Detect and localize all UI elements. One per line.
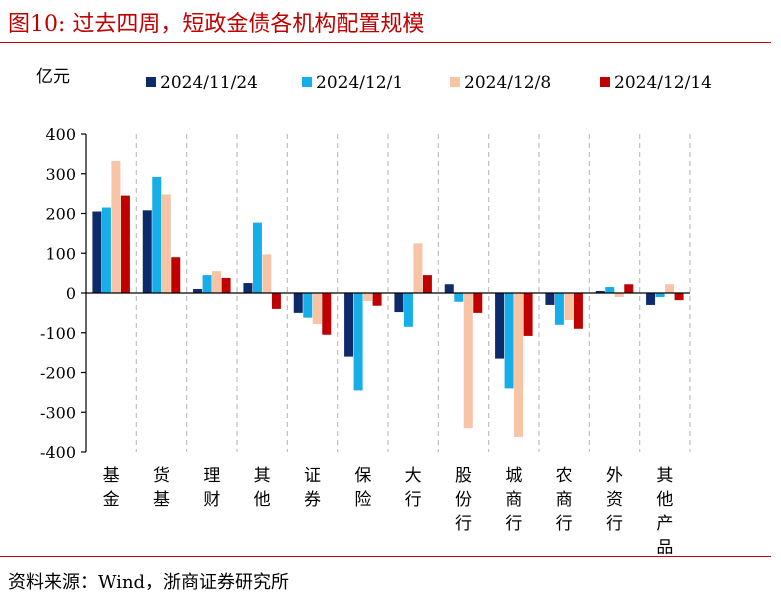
bar xyxy=(523,293,533,336)
bar xyxy=(271,293,281,309)
x-tick-label: 理财 xyxy=(203,466,220,510)
header-rule xyxy=(0,42,771,43)
x-tick-label: 基金 xyxy=(103,466,120,510)
legend-label: 2024/11/24 xyxy=(160,73,258,93)
x-tick-label: 股份行 xyxy=(455,466,472,534)
bar xyxy=(394,293,404,313)
figure-title: 图10: 过去四周，短政金债各机构配置规模 xyxy=(8,12,425,37)
legend-swatch xyxy=(302,77,312,87)
y-tick-label: -400 xyxy=(40,443,76,462)
bars xyxy=(92,161,684,437)
bar xyxy=(312,293,322,325)
bar xyxy=(655,293,665,297)
bar xyxy=(171,257,181,293)
bar xyxy=(614,293,624,297)
bar xyxy=(262,254,272,293)
bar xyxy=(514,293,524,437)
bar xyxy=(252,222,262,293)
bar xyxy=(202,275,212,293)
y-tick-label: 0 xyxy=(66,284,76,303)
bar xyxy=(624,284,634,293)
bar xyxy=(573,293,583,329)
bar xyxy=(444,284,454,293)
x-tick-label: 证券 xyxy=(304,466,321,510)
footer-rule xyxy=(0,556,771,557)
x-tick-label: 农商行 xyxy=(556,466,573,534)
bar xyxy=(403,293,413,327)
bar xyxy=(422,275,432,293)
unit-label: 亿元 xyxy=(36,67,70,87)
bar xyxy=(212,271,222,293)
bar xyxy=(353,293,363,391)
bar xyxy=(605,287,615,293)
x-tick-label: 城商行 xyxy=(505,466,522,534)
y-tick-label: 100 xyxy=(45,244,76,263)
y-axis-ticks: 400 300 200 100 0 -100 -200 -300 -400 xyxy=(40,125,86,462)
legend-label: 2024/12/8 xyxy=(464,73,551,93)
bar xyxy=(344,293,354,357)
bar xyxy=(495,293,505,359)
x-tick-label: 外资行 xyxy=(606,466,623,534)
x-tick-label: 货基 xyxy=(153,466,170,510)
y-tick-label: -300 xyxy=(40,403,76,422)
legend-swatch xyxy=(450,77,460,87)
figure-source: 资料来源：Wind，浙商证券研究所 xyxy=(8,572,290,593)
y-tick-label: 400 xyxy=(45,125,76,144)
bar xyxy=(111,161,121,293)
legend-swatch xyxy=(146,77,156,87)
bar xyxy=(120,195,130,293)
bar xyxy=(303,293,313,318)
bar-chart: 亿元 2024/11/24 2024/12/1 2024/12/8 2024/12/1… xyxy=(36,67,712,554)
figure-header: 图10: 过去四周，短政金债各机构配置规模 xyxy=(0,0,781,44)
bar xyxy=(142,210,152,293)
bar xyxy=(454,293,464,302)
bar xyxy=(646,293,656,305)
bar xyxy=(413,243,423,293)
bar xyxy=(564,293,574,321)
bar xyxy=(101,207,111,293)
bar xyxy=(221,277,231,293)
y-tick-label: 300 xyxy=(45,165,76,184)
bar xyxy=(193,289,203,293)
bar xyxy=(504,293,514,389)
legend-label: 2024/12/14 xyxy=(614,73,712,93)
x-tick-label: 其他 xyxy=(254,466,271,510)
bar xyxy=(293,293,303,313)
bar xyxy=(554,293,564,325)
bar xyxy=(322,293,332,335)
bar xyxy=(595,291,605,293)
y-tick-label: -100 xyxy=(40,324,76,343)
legend-swatch xyxy=(600,77,610,87)
bar xyxy=(473,293,483,313)
bar xyxy=(363,293,373,301)
bar xyxy=(92,211,102,293)
y-tick-label: -200 xyxy=(40,364,76,383)
bar xyxy=(545,293,555,305)
x-tick-label: 保险 xyxy=(354,466,371,510)
bar xyxy=(243,283,253,293)
y-tick-label: 200 xyxy=(45,205,76,224)
x-tick-label: 大行 xyxy=(405,466,422,510)
x-tick-label: 其他产品 xyxy=(656,466,673,554)
bar xyxy=(152,176,162,293)
bar xyxy=(372,293,382,306)
bar xyxy=(665,284,675,293)
bar xyxy=(161,194,171,293)
category-separators xyxy=(135,134,691,452)
legend: 2024/11/24 2024/12/1 2024/12/8 2024/12/14 xyxy=(146,73,712,93)
legend-label: 2024/12/1 xyxy=(316,73,403,93)
bar xyxy=(674,293,684,301)
bar xyxy=(463,293,473,429)
